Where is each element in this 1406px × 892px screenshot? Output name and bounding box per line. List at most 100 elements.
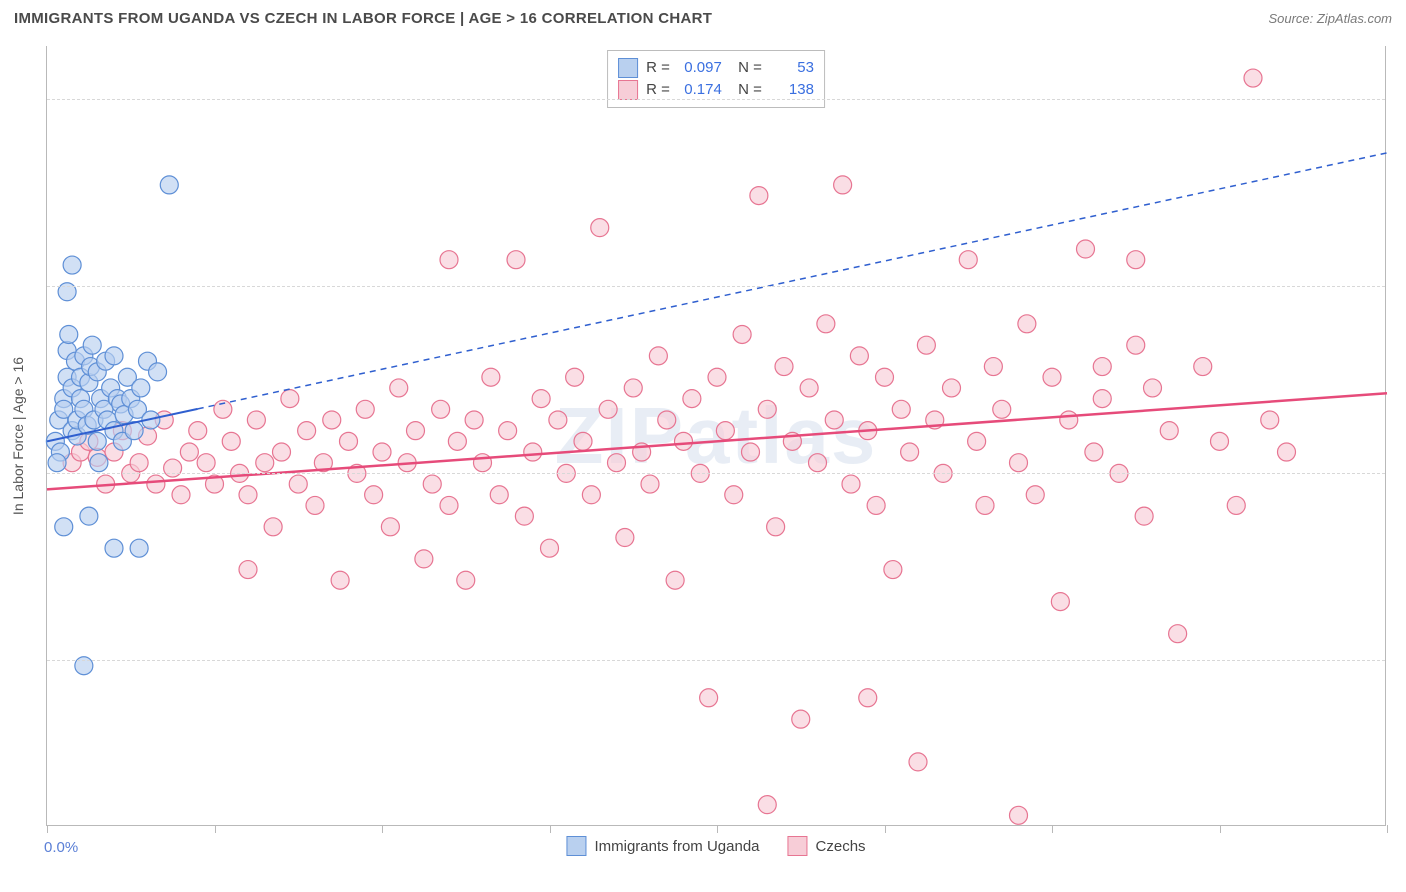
data-point-czech [800, 379, 818, 397]
x-axis-min-label: 0.0% [44, 839, 78, 856]
data-point-uganda [160, 176, 178, 194]
data-point-czech [1194, 358, 1212, 376]
data-point-czech [130, 454, 148, 472]
data-point-czech [859, 689, 877, 707]
chart-title: IMMIGRANTS FROM UGANDA VS CZECH IN LABOR… [14, 10, 712, 27]
data-point-czech [239, 561, 257, 579]
data-point-czech [675, 432, 693, 450]
x-tick [1220, 825, 1221, 833]
data-point-czech [641, 475, 659, 493]
data-point-czech [1127, 251, 1145, 269]
data-point-czech [767, 518, 785, 536]
r-value-czech: 0.174 [678, 79, 722, 101]
data-point-czech [1144, 379, 1162, 397]
y-axis-label: In Labor Force | Age > 16 [10, 357, 26, 515]
swatch-czech [618, 80, 638, 100]
data-point-czech [959, 251, 977, 269]
y-tick-label: 82.5% [1393, 278, 1406, 294]
data-point-czech [1043, 368, 1061, 386]
data-point-czech [264, 518, 282, 536]
data-point-czech [172, 486, 190, 504]
data-point-czech [381, 518, 399, 536]
data-point-czech [423, 475, 441, 493]
data-point-czech [390, 379, 408, 397]
data-point-czech [1244, 69, 1262, 87]
data-point-czech [683, 390, 701, 408]
data-point-czech [817, 315, 835, 333]
data-point-uganda [149, 363, 167, 381]
data-point-czech [1135, 507, 1153, 525]
data-point-uganda [80, 507, 98, 525]
data-point-czech [289, 475, 307, 493]
data-point-czech [708, 368, 726, 386]
data-point-czech [716, 422, 734, 440]
plot-region: ZIPatlas R = 0.097 N = 53 R = 0.174 N = … [46, 46, 1386, 826]
stats-row-czech: R = 0.174 N = 138 [618, 79, 814, 101]
r-label: R = [646, 57, 670, 79]
data-point-czech [541, 539, 559, 557]
data-point-czech [482, 368, 500, 386]
data-point-czech [624, 379, 642, 397]
data-point-czech [1018, 315, 1036, 333]
data-point-czech [993, 400, 1011, 418]
data-point-czech [1211, 432, 1229, 450]
data-point-czech [465, 411, 483, 429]
data-point-czech [901, 443, 919, 461]
data-point-czech [281, 390, 299, 408]
data-point-czech [968, 432, 986, 450]
series-legend: Immigrants from Uganda Czechs [566, 836, 865, 856]
data-point-czech [742, 443, 760, 461]
data-point-czech [1051, 593, 1069, 611]
data-point-czech [323, 411, 341, 429]
data-point-czech [189, 422, 207, 440]
data-point-czech [892, 400, 910, 418]
data-point-czech [298, 422, 316, 440]
data-point-czech [1160, 422, 1178, 440]
data-point-czech [574, 432, 592, 450]
legend-item-uganda: Immigrants from Uganda [566, 836, 759, 856]
y-tick-label: 100.0% [1393, 91, 1406, 107]
data-point-czech [440, 496, 458, 514]
y-tick-label: 47.5% [1393, 652, 1406, 668]
gridline [47, 99, 1385, 100]
x-tick [885, 825, 886, 833]
trendline-czech [47, 393, 1387, 489]
data-point-czech [566, 368, 584, 386]
gridline [47, 473, 1385, 474]
data-point-czech [507, 251, 525, 269]
legend-label-czech: Czechs [816, 838, 866, 855]
data-point-czech [532, 390, 550, 408]
data-point-czech [1077, 240, 1095, 258]
data-point-czech [758, 400, 776, 418]
data-point-uganda [90, 454, 108, 472]
data-point-czech [809, 454, 827, 472]
data-point-czech [490, 486, 508, 504]
scatter-layer [47, 46, 1385, 825]
data-point-czech [440, 251, 458, 269]
data-point-czech [1278, 443, 1296, 461]
data-point-czech [591, 219, 609, 237]
data-point-czech [273, 443, 291, 461]
x-tick [382, 825, 383, 833]
data-point-czech [1093, 358, 1111, 376]
data-point-uganda [48, 454, 66, 472]
data-point-uganda [63, 256, 81, 274]
x-tick [47, 825, 48, 833]
data-point-czech [943, 379, 961, 397]
data-point-uganda [105, 347, 123, 365]
data-point-czech [792, 710, 810, 728]
x-tick [1052, 825, 1053, 833]
data-point-czech [515, 507, 533, 525]
data-point-uganda [132, 379, 150, 397]
data-point-czech [733, 325, 751, 343]
data-point-czech [599, 400, 617, 418]
data-point-czech [1093, 390, 1111, 408]
n-value-uganda: 53 [770, 57, 814, 79]
data-point-uganda [60, 325, 78, 343]
data-point-czech [750, 187, 768, 205]
data-point-czech [340, 432, 358, 450]
source-label: Source: ZipAtlas.com [1268, 11, 1392, 26]
data-point-czech [825, 411, 843, 429]
x-tick [215, 825, 216, 833]
stats-row-uganda: R = 0.097 N = 53 [618, 57, 814, 79]
